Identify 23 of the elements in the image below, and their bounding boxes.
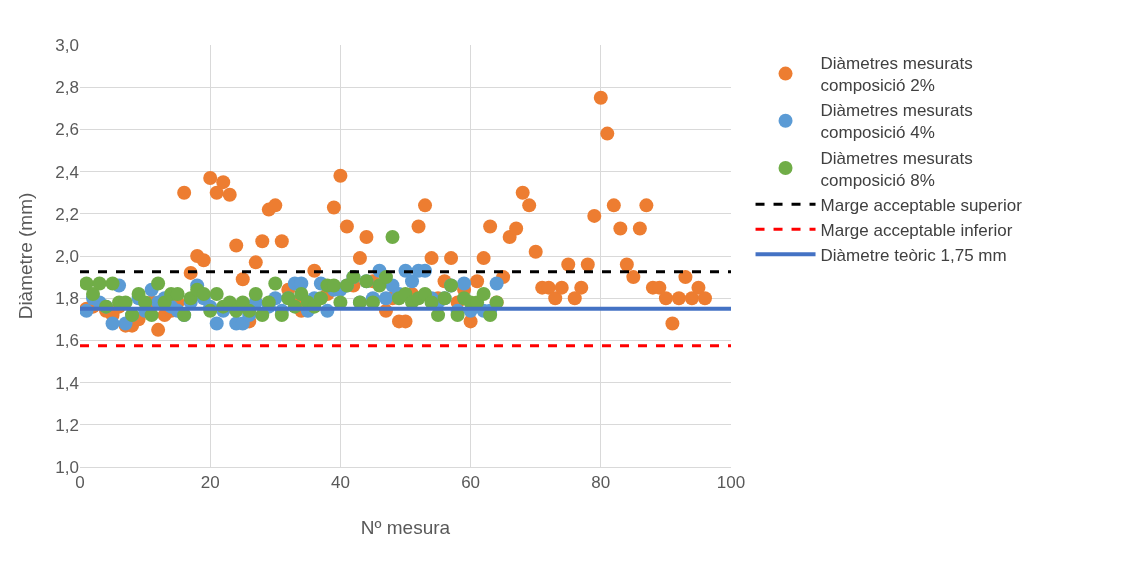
y-tick-label: 3,0: [55, 35, 79, 55]
x-tick-label: 60: [461, 473, 481, 493]
x-tick-label: 80: [591, 473, 611, 493]
legend-label: Marge acceptable superior: [820, 195, 1023, 215]
y-tick-label: 1,6: [55, 331, 79, 351]
y-tick-label: 1,2: [55, 415, 79, 435]
x-tick-label: 100: [716, 473, 746, 493]
y-tick-label: 2,0: [55, 246, 79, 266]
x-tick-label: 20: [200, 473, 220, 493]
legend-label: Diàmetres mesurats composició 8%: [820, 148, 973, 190]
x-tick-label: 40: [330, 473, 350, 493]
y-tick-label: 1,4: [55, 373, 79, 393]
legend-label: Diàmetres mesurats composició 4%: [820, 101, 973, 143]
y-tick-label: 2,8: [55, 78, 79, 98]
y-tick-label: 2,2: [55, 204, 79, 224]
legend-label: Diàmetres mesurats composició 2%: [820, 54, 973, 96]
y-tick-label: 1,8: [55, 289, 79, 309]
x-axis-title: Nº mesura: [360, 517, 451, 538]
legend-label: Marge acceptable inferior: [820, 220, 1013, 240]
y-tick-label: 2,6: [55, 120, 79, 140]
y-tick-label: 2,4: [55, 162, 79, 182]
y-axis-title: Diàmetre (mm): [15, 192, 36, 320]
legend-label: Diàmetre teòric 1,75 mm: [820, 245, 1007, 265]
